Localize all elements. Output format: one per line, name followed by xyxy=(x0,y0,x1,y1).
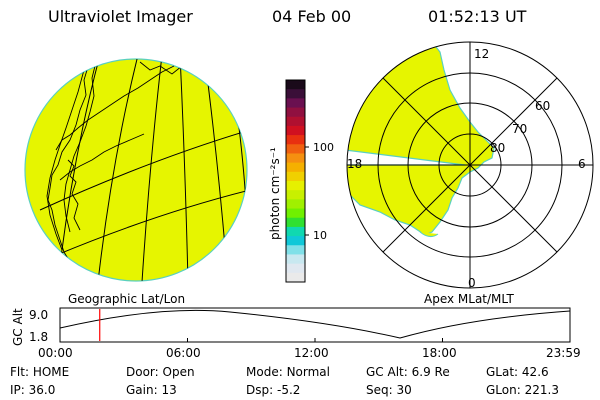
status-dsp: Dsp: -5.2 xyxy=(246,383,301,397)
colorbar-segment xyxy=(286,226,305,237)
observation-date: 04 Feb 00 xyxy=(272,7,352,26)
status-seq: Seq: 30 xyxy=(366,383,412,397)
colorbar-ticks xyxy=(305,146,309,236)
colorbar-segment xyxy=(286,263,305,274)
colorbar-segment xyxy=(286,153,305,164)
mlt-label-6: 6 xyxy=(578,157,586,171)
colorbar-segment xyxy=(286,89,305,99)
altitude-tick-9: 9.0 xyxy=(29,308,48,322)
status-gc-alt: GC Alt: 6.9 Re xyxy=(366,365,450,379)
status-door: Door: Open xyxy=(126,365,195,379)
status-ip: IP: 36.0 xyxy=(10,383,56,397)
altitude-plot xyxy=(59,307,571,343)
time-tick-2359: 23:59 xyxy=(546,346,581,360)
altitude-axis-label: GC Alt xyxy=(11,308,25,346)
colorbar-segment xyxy=(286,236,305,246)
colorbar-segment xyxy=(286,144,305,154)
mlat-label-60: 60 xyxy=(535,99,550,113)
colorbar-segment xyxy=(286,162,305,173)
magnetic-image-panel: 12 18 6 0 60 70 80 xyxy=(346,41,594,290)
geographic-uv-image xyxy=(24,58,248,282)
status-flt: Flt: HOME xyxy=(10,365,70,379)
status-glat: GLat: 42.6 xyxy=(486,365,549,379)
instrument-title: Ultraviolet Imager xyxy=(48,7,193,26)
colorbar-segment xyxy=(286,98,305,109)
mlat-label-80: 80 xyxy=(490,141,505,155)
colorbar-segment xyxy=(286,190,305,200)
mlat-rings xyxy=(346,41,594,289)
geographic-image-panel xyxy=(24,58,248,282)
time-axis-ticks xyxy=(59,338,571,342)
colorbar-segment xyxy=(286,199,305,210)
coastline xyxy=(46,59,241,273)
magnetic-panel-label: Apex MLat/MLT xyxy=(424,292,514,306)
mlat-label-70: 70 xyxy=(512,122,527,136)
colorbar-segment xyxy=(286,116,305,127)
time-tick-1800: 18:00 xyxy=(422,346,457,360)
colorbar-segment xyxy=(286,217,305,228)
mlt-label-12: 12 xyxy=(474,47,489,61)
colorbar-segment xyxy=(286,254,305,265)
altitude-curve xyxy=(59,309,571,339)
observation-time: 01:52:13 UT xyxy=(428,7,527,26)
status-glon: GLon: 221.3 xyxy=(486,383,559,397)
colorbar-segment xyxy=(286,181,305,191)
colorbar-segment xyxy=(286,245,305,255)
colorbar-unit-label: photon cm⁻²s⁻¹ xyxy=(268,147,282,240)
mlt-label-18: 18 xyxy=(347,157,362,171)
intensity-colorbar xyxy=(285,79,306,283)
colorbar-tick-100: 100 xyxy=(313,141,334,154)
colorbar-segment xyxy=(286,107,305,118)
colorbar-segment xyxy=(286,80,305,90)
colorbar-tick-10: 10 xyxy=(313,229,327,242)
time-tick-0600: 06:00 xyxy=(166,346,201,360)
colorbar-frame xyxy=(285,79,306,283)
colorbar-segment xyxy=(286,125,305,136)
mlt-label-0: 0 xyxy=(468,276,476,290)
time-tick-0000: 00:00 xyxy=(38,346,73,360)
colorbar-segment xyxy=(286,171,305,182)
colorbar-segment xyxy=(286,208,305,219)
time-tick-1200: 12:00 xyxy=(294,346,329,360)
colorbar-segment xyxy=(286,135,305,145)
status-gain: Gain: 13 xyxy=(126,383,177,397)
altitude-tick-1-8: 1.8 xyxy=(29,330,48,344)
status-mode: Mode: Normal xyxy=(246,365,330,379)
geographic-panel-label: Geographic Lat/Lon xyxy=(68,292,185,306)
colorbar-segment xyxy=(286,272,305,283)
